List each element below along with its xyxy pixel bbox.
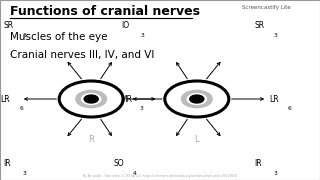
Text: Cranial nerves III, IV, and VI: Cranial nerves III, IV, and VI (10, 50, 154, 60)
Text: IR: IR (254, 159, 262, 168)
Circle shape (187, 94, 206, 104)
Text: 3: 3 (141, 33, 145, 38)
Text: SO: SO (114, 159, 124, 168)
Text: 4: 4 (133, 171, 137, 176)
Text: 3: 3 (22, 33, 26, 38)
Text: Muscles of the eye: Muscles of the eye (10, 32, 107, 42)
Circle shape (181, 90, 212, 108)
Circle shape (76, 90, 107, 108)
Text: 6: 6 (20, 106, 24, 111)
Circle shape (82, 94, 101, 104)
Text: 3: 3 (22, 171, 26, 176)
Circle shape (165, 81, 228, 117)
Text: L: L (195, 135, 199, 144)
Text: IO: IO (122, 21, 130, 30)
Text: By Av youkit - Own work, CC BY-SA 4.0, https://commons.wikimedia.org/w/index.php: By Av youkit - Own work, CC BY-SA 4.0, h… (83, 174, 237, 178)
Text: R: R (88, 135, 94, 144)
Text: Functions of cranial nerves: Functions of cranial nerves (10, 5, 200, 18)
Text: 3: 3 (274, 33, 277, 38)
Text: 3: 3 (139, 106, 143, 111)
Text: 6: 6 (288, 106, 292, 111)
Text: LR: LR (1, 94, 10, 103)
Circle shape (190, 95, 204, 103)
Circle shape (84, 95, 98, 103)
Text: SR: SR (254, 21, 265, 30)
Text: 3: 3 (274, 171, 277, 176)
Circle shape (60, 81, 123, 117)
Text: LR: LR (269, 94, 278, 103)
Text: SR: SR (3, 21, 13, 30)
Text: MR: MR (120, 94, 132, 103)
Text: IR: IR (3, 159, 11, 168)
Text: Screencastify Lite: Screencastify Lite (242, 5, 290, 10)
